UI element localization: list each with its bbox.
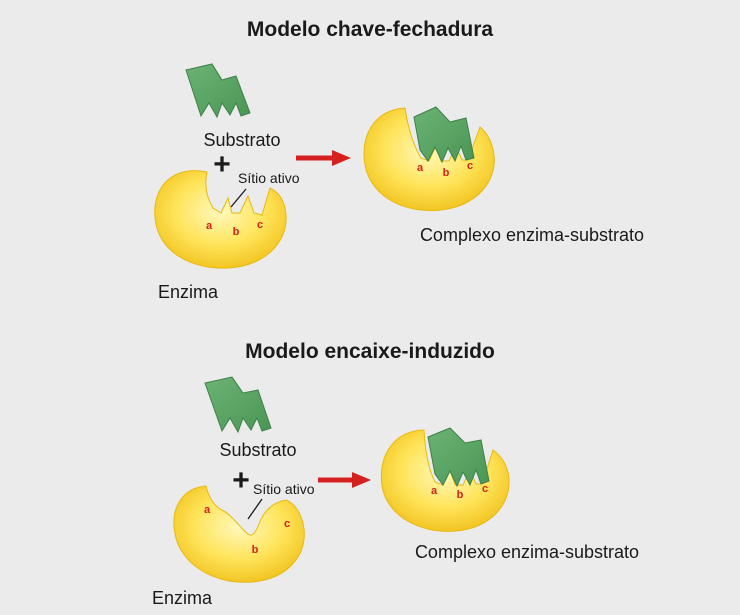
enzyme-site-a: a bbox=[206, 220, 213, 232]
enzyme-label: Enzima bbox=[152, 588, 213, 608]
active-site-label: Sítio ativo bbox=[238, 170, 300, 186]
complex-label: Complexo enzima-substrato bbox=[420, 225, 644, 245]
enzyme-site-a: a bbox=[204, 504, 211, 516]
substrate-shape bbox=[185, 63, 251, 119]
substrate-label: Substrato bbox=[203, 130, 280, 150]
plus-sign: + bbox=[232, 464, 250, 497]
enzyme-shape bbox=[173, 485, 305, 583]
complex-site-a: a bbox=[431, 485, 438, 497]
lock-and-key-section: Modelo chave-fechadura Substrato + Sítio… bbox=[154, 18, 644, 302]
enzyme-shape bbox=[154, 170, 287, 269]
complex-substrate-shape bbox=[413, 106, 475, 164]
complex-site-a: a bbox=[417, 162, 424, 174]
complex-site-b: b bbox=[443, 167, 450, 179]
reaction-arrow bbox=[296, 150, 351, 166]
enzyme-site-b: b bbox=[233, 226, 240, 238]
enzyme-substrate-complex: a b c bbox=[363, 106, 495, 212]
plus-sign: + bbox=[213, 148, 231, 181]
active-site-pointer bbox=[230, 188, 247, 208]
induced-fit-section: Modelo encaixe-induzido Substrato + Síti… bbox=[152, 340, 639, 608]
complex-label: Complexo enzima-substrato bbox=[415, 542, 639, 562]
enzyme-substrate-complex: a b c bbox=[380, 427, 510, 532]
induced-fit-title: Modelo encaixe-induzido bbox=[245, 340, 495, 363]
enzyme-label: Enzima bbox=[158, 282, 219, 302]
enzyme-site-b: b bbox=[252, 544, 259, 556]
active-site-label: Sítio ativo bbox=[253, 481, 315, 497]
substrate-label: Substrato bbox=[219, 440, 296, 460]
complex-site-b: b bbox=[457, 489, 464, 501]
reaction-arrow bbox=[318, 472, 371, 488]
substrate-shape bbox=[204, 376, 272, 434]
lock-and-key-title: Modelo chave-fechadura bbox=[247, 18, 494, 41]
complex-substrate-shape bbox=[427, 427, 490, 488]
enzyme-site-c: c bbox=[257, 219, 263, 231]
enzyme-site-c: c bbox=[284, 518, 290, 530]
complex-site-c: c bbox=[467, 160, 473, 172]
active-site-pointer bbox=[247, 498, 263, 520]
complex-site-c: c bbox=[482, 483, 488, 495]
